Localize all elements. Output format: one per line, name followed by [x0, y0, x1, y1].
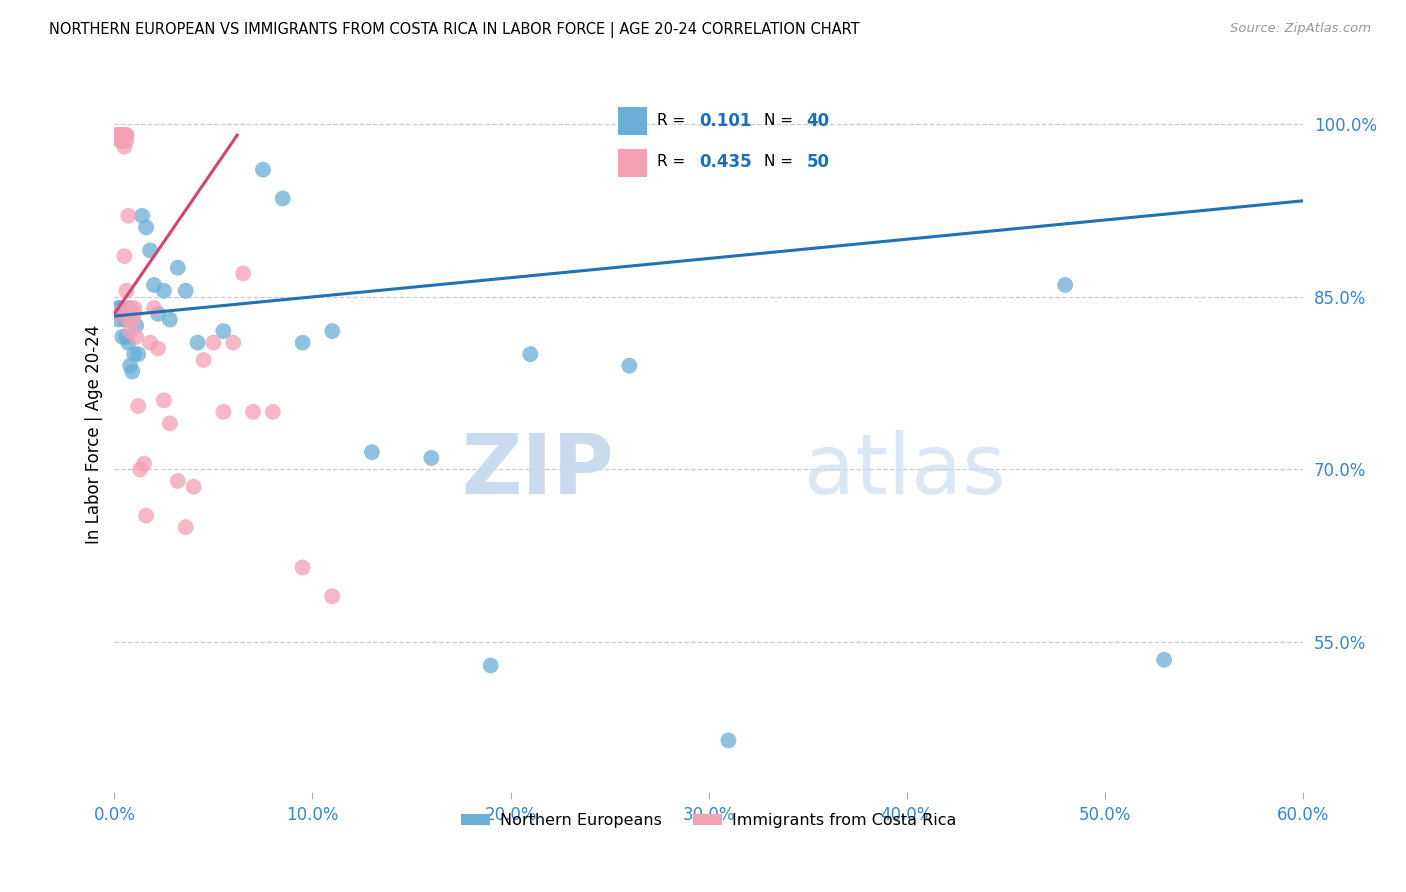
- Point: [131, 209, 153, 223]
- Point: [153, 284, 176, 298]
- Point: [110, 128, 132, 142]
- Point: [271, 192, 294, 206]
- Point: [111, 128, 134, 142]
- Point: [125, 318, 148, 333]
- Point: [110, 128, 132, 142]
- Point: [183, 480, 205, 494]
- Point: [174, 520, 197, 534]
- Point: [110, 301, 132, 315]
- Point: [479, 658, 502, 673]
- Point: [105, 128, 128, 142]
- Point: [110, 128, 132, 142]
- Point: [159, 417, 181, 431]
- Point: [107, 301, 129, 315]
- Point: [117, 312, 139, 326]
- Point: [122, 347, 145, 361]
- Point: [115, 128, 138, 142]
- Point: [115, 284, 138, 298]
- Point: [117, 209, 139, 223]
- Point: [174, 284, 197, 298]
- Point: [112, 249, 135, 263]
- Point: [111, 134, 134, 148]
- Point: [187, 335, 209, 350]
- Point: [115, 330, 138, 344]
- Point: [135, 220, 157, 235]
- Point: [105, 307, 128, 321]
- Point: [112, 301, 135, 315]
- Point: [321, 324, 343, 338]
- Point: [115, 307, 138, 321]
- Point: [242, 405, 264, 419]
- Point: [112, 312, 135, 326]
- Point: [619, 359, 641, 373]
- Point: [122, 307, 145, 321]
- Point: [105, 307, 128, 321]
- Point: [361, 445, 384, 459]
- Point: [146, 342, 169, 356]
- Point: [125, 330, 148, 344]
- Point: [111, 330, 134, 344]
- Legend: Northern Europeans, Immigrants from Costa Rica: Northern Europeans, Immigrants from Cost…: [454, 806, 963, 834]
- Y-axis label: In Labor Force | Age 20-24: In Labor Force | Age 20-24: [86, 326, 103, 544]
- Point: [112, 139, 135, 153]
- Point: [115, 128, 138, 142]
- Point: [159, 312, 181, 326]
- Point: [129, 462, 152, 476]
- Point: [121, 312, 143, 326]
- Point: [110, 307, 132, 321]
- Point: [291, 560, 314, 574]
- Point: [111, 128, 134, 142]
- Point: [120, 324, 142, 338]
- Point: [153, 393, 176, 408]
- Point: [117, 335, 139, 350]
- Point: [262, 405, 284, 419]
- Point: [139, 335, 162, 350]
- Point: [252, 162, 274, 177]
- Text: atlas: atlas: [804, 430, 1005, 511]
- Point: [143, 277, 166, 292]
- Point: [115, 134, 138, 148]
- Point: [110, 134, 132, 148]
- Point: [291, 335, 314, 350]
- Point: [222, 335, 245, 350]
- Point: [127, 399, 149, 413]
- Point: [212, 405, 235, 419]
- Point: [117, 301, 139, 315]
- Point: [135, 508, 157, 523]
- Point: [1153, 653, 1175, 667]
- Point: [321, 589, 343, 603]
- Text: Source: ZipAtlas.com: Source: ZipAtlas.com: [1230, 22, 1371, 36]
- Point: [107, 128, 129, 142]
- Point: [202, 335, 225, 350]
- Point: [122, 301, 145, 315]
- Text: NORTHERN EUROPEAN VS IMMIGRANTS FROM COSTA RICA IN LABOR FORCE | AGE 20-24 CORRE: NORTHERN EUROPEAN VS IMMIGRANTS FROM COS…: [49, 22, 860, 38]
- Point: [143, 301, 166, 315]
- Text: ZIP: ZIP: [461, 430, 613, 511]
- Point: [717, 733, 740, 747]
- Point: [166, 474, 188, 488]
- Point: [120, 301, 142, 315]
- Point: [166, 260, 188, 275]
- Point: [120, 359, 142, 373]
- Point: [111, 128, 134, 142]
- Point: [111, 307, 134, 321]
- Point: [519, 347, 541, 361]
- Point: [193, 353, 215, 368]
- Point: [232, 267, 254, 281]
- Point: [1054, 277, 1077, 292]
- Point: [127, 347, 149, 361]
- Point: [139, 244, 162, 258]
- Point: [107, 128, 129, 142]
- Point: [212, 324, 235, 338]
- Point: [420, 450, 443, 465]
- Point: [112, 128, 135, 142]
- Point: [134, 457, 156, 471]
- Point: [146, 307, 169, 321]
- Point: [121, 364, 143, 378]
- Point: [107, 128, 129, 142]
- Point: [107, 312, 129, 326]
